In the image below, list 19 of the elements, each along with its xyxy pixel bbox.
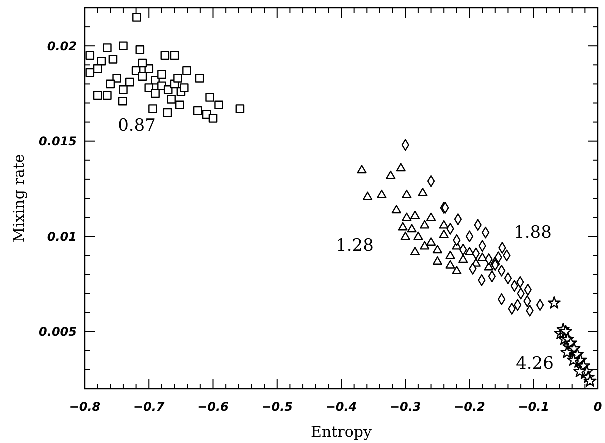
y-tick-label: 0.02 [47, 39, 77, 54]
x-axis-title: Entropy [311, 423, 372, 441]
x-tick-label: −0.3 [390, 400, 422, 414]
y-tick-label: 0.01 [47, 230, 77, 244]
annotation: 1.28 [336, 236, 374, 256]
annotation: 4.26 [516, 354, 554, 374]
x-tick-label: 0 [594, 400, 602, 414]
annotation: 1.88 [514, 222, 552, 243]
x-tick-label: −0.8 [69, 400, 101, 414]
x-tick-label: −0.5 [262, 400, 294, 414]
x-tick-label: −0.7 [133, 400, 166, 414]
x-tick-label: −0.4 [326, 400, 358, 414]
y-tick-label: 0.005 [39, 325, 77, 340]
y-tick-label: 0.015 [39, 134, 77, 149]
annotation: 0.87 [118, 116, 156, 136]
x-tick-label: −0.1 [518, 400, 550, 414]
x-tick-label: −0.6 [198, 400, 229, 414]
y-axis-title: Mixing rate [10, 154, 28, 243]
x-tick-label: −0.2 [454, 400, 486, 414]
